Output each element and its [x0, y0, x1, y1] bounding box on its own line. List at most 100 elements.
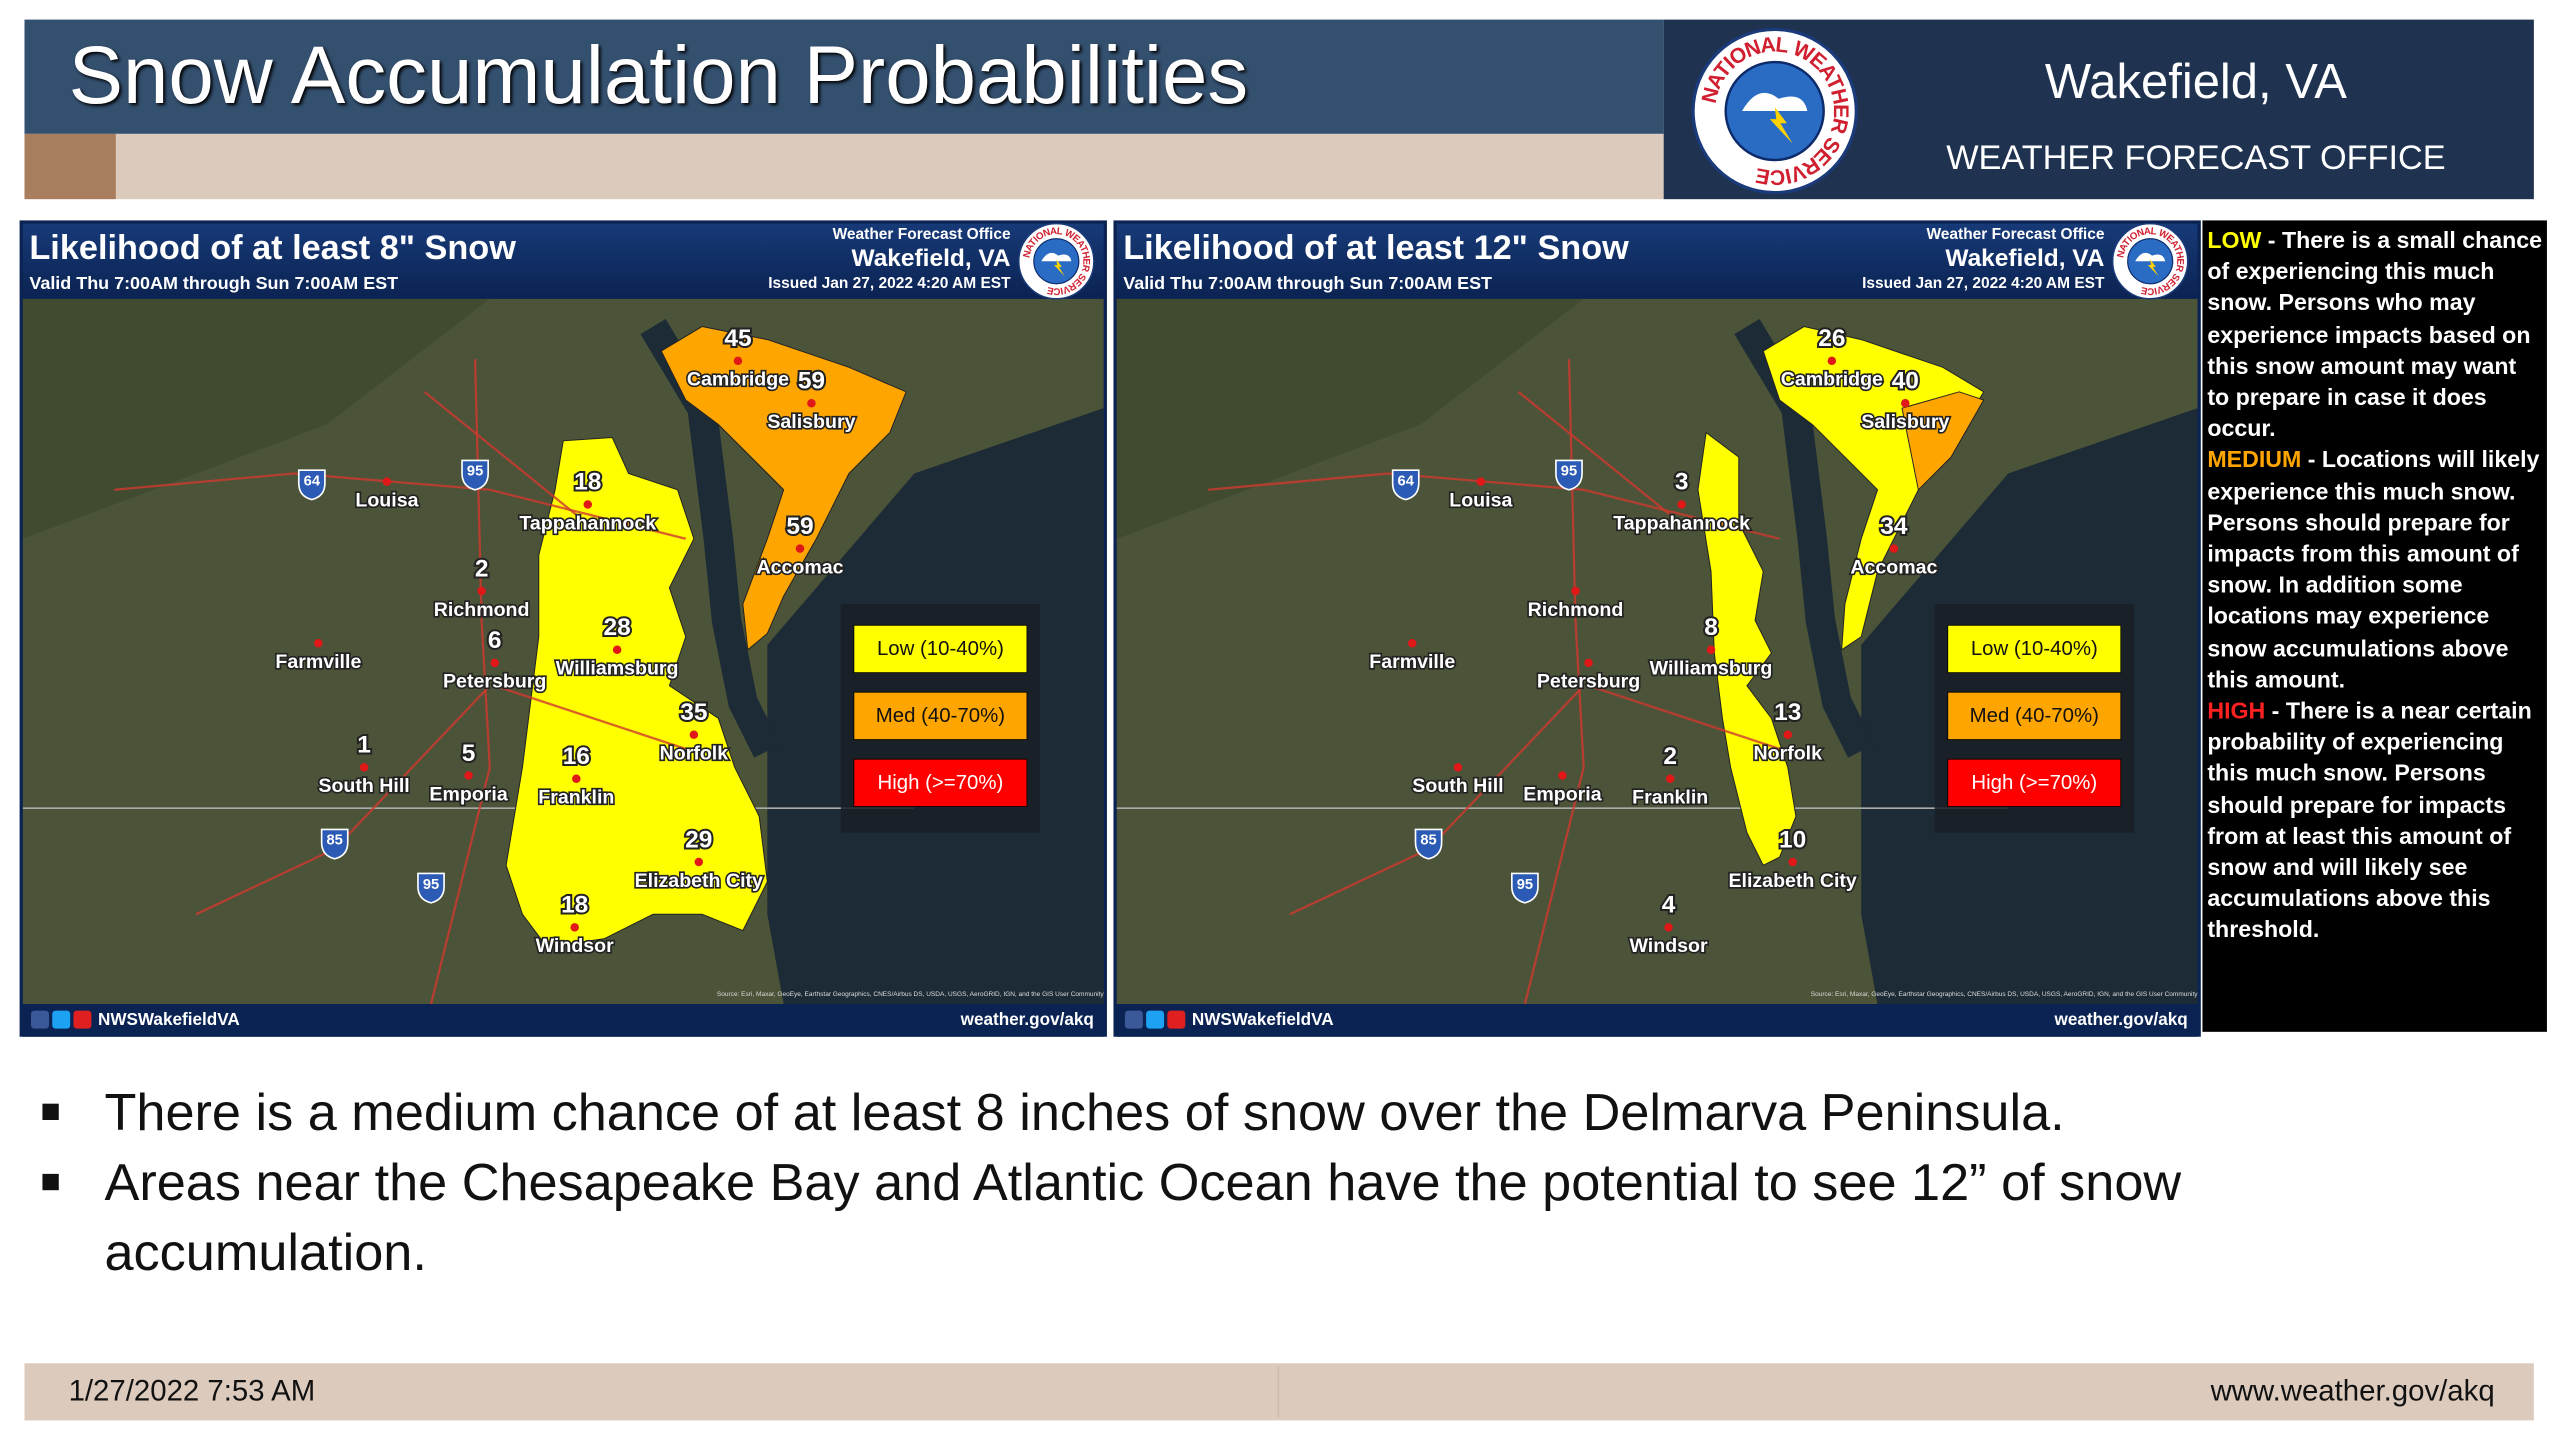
office-name: Wakefield, VA [2045, 55, 2347, 109]
map-url: weather.gov/akq [2054, 1009, 2188, 1029]
social-icon [1146, 1010, 1165, 1029]
social-handle: NWSWakefieldVA [1192, 1009, 1334, 1029]
city-name: Williamsburg [556, 658, 679, 680]
social-icon [1167, 1010, 1186, 1029]
probability-area [1697, 431, 1797, 866]
city-name: Franklin [538, 787, 614, 809]
social-icon [31, 1010, 49, 1029]
probability-value: 5 [462, 740, 476, 767]
city-name: Williamsburg [1650, 658, 1773, 680]
map-valid: Valid Thu 7:00AM through Sun 7:00AM EST [29, 273, 398, 293]
city-dot [382, 477, 392, 486]
level-text: - There is a small chance of experiencin… [2207, 228, 2543, 443]
city-name: Emporia [1523, 783, 1602, 805]
level-label: HIGH [2207, 698, 2266, 725]
map-office: Wakefield, VA [1945, 245, 2104, 272]
city-name: Tappahannock [519, 512, 656, 534]
city-dot [572, 774, 581, 784]
map-issued: Issued Jan 27, 2022 4:20 AM EST [1862, 275, 2105, 292]
city-name: Cambridge [1781, 369, 1883, 391]
legend-label: High (>=70%) [1971, 772, 2097, 794]
header-strip [115, 133, 1664, 200]
level-label: LOW [2207, 228, 2262, 255]
city-dot [477, 586, 486, 596]
terrain-patch [22, 298, 490, 539]
interstate [1517, 390, 1683, 525]
city-name: Tappahannock [1613, 512, 1750, 534]
shield-label: 85 [327, 833, 343, 849]
city-dot [807, 399, 816, 408]
city-name: South Hill [318, 775, 409, 797]
shield [1414, 828, 1443, 860]
city-name: Petersburg [1537, 671, 1640, 693]
city-dot [1558, 771, 1567, 780]
legend-box [1947, 691, 2122, 740]
footer-url: www.weather.gov/akq [2210, 1374, 2495, 1407]
sidebar-item: LOW - There is a small chance of experie… [2207, 227, 2542, 446]
shield-label: 64 [1398, 474, 1415, 490]
probability-value: 40 [1892, 368, 1919, 395]
shield-label: 85 [1420, 833, 1436, 849]
bullet: Areas near the Chesapeake Bay and Atlant… [36, 1148, 2256, 1288]
city-dot [1453, 763, 1463, 772]
shield [1391, 469, 1420, 501]
probability-value: 2 [1663, 743, 1677, 770]
map-panel: Likelihood of at least 8" Snow Valid Thu … [19, 220, 1107, 1037]
city-name: Windsor [536, 935, 615, 957]
probability-area [505, 437, 768, 948]
city-dot [1889, 544, 1899, 553]
social-icon [52, 1010, 71, 1029]
level-text: - There is a near certain probability of… [2207, 698, 2532, 945]
city-name: Richmond [434, 599, 530, 621]
shield-label: 95 [1517, 877, 1533, 893]
shield-label: 95 [467, 464, 483, 480]
probability-value: 35 [680, 699, 707, 726]
slide-title: Snow Accumulation Probabilities [69, 30, 1249, 121]
office-label: Weather Forecast Office [1926, 226, 2104, 243]
social-icon [73, 1010, 92, 1029]
city-name: Norfolk [1753, 742, 1822, 764]
city-name: Cambridge [687, 369, 789, 391]
map-source: Source: Esri, Maxar, GeoEye, Earthstar G… [1811, 991, 2198, 998]
sidebar: LOW - There is a small chance of experie… [2207, 227, 2542, 948]
logo-bolt [2147, 259, 2159, 277]
sidebar-item: HIGH - There is a near certain probabili… [2207, 697, 2542, 948]
sidebar-item: MEDIUM - Locations will likely experienc… [2207, 446, 2542, 697]
legend-label: High (>=70%) [878, 772, 1004, 794]
bottom-bar [1116, 1004, 2198, 1037]
city-dot [1584, 658, 1593, 668]
probability-value: 16 [563, 743, 590, 770]
interstate [1208, 472, 1780, 540]
city-name: Salisbury [1861, 411, 1949, 433]
shield [1511, 872, 1539, 904]
city-name: Franklin [1632, 787, 1708, 809]
map-url: weather.gov/akq [960, 1009, 1094, 1029]
city-name: Elizabeth City [635, 870, 763, 892]
logo-bolt [1054, 259, 1065, 277]
city-name: South Hill [1412, 775, 1503, 797]
city-name: Petersburg [443, 671, 546, 693]
title-bar [1116, 223, 2198, 299]
city-dot [1827, 356, 1837, 366]
probability-value: 8 [1704, 614, 1718, 641]
map-valid: Valid Thu 7:00AM through Sun 7:00AM EST [1123, 273, 1492, 293]
legend-box [853, 624, 1028, 674]
probability-value: 2 [475, 555, 489, 582]
shield-label: 95 [423, 877, 439, 893]
legend-box [1947, 624, 2122, 674]
city-dot [612, 645, 622, 655]
shield-label: 95 [1561, 464, 1577, 480]
social-handle: NWSWakefieldVA [98, 1009, 240, 1029]
office-label: Weather Forecast Office [833, 226, 1011, 243]
map-issued: Issued Jan 27, 2022 4:20 AM EST [768, 275, 1011, 292]
city-name: Accomac [1850, 556, 1937, 578]
probability-area [1901, 391, 1985, 491]
legend-box [1947, 758, 2122, 807]
map-title: Likelihood of at least 12" Snow [1123, 229, 1629, 267]
probability-value: 10 [1779, 826, 1806, 853]
probability-value: 59 [798, 368, 825, 395]
city-dot [1706, 645, 1716, 655]
interstate [1523, 359, 1585, 1005]
bullet-list: There is a medium chance of at least 8 i… [36, 1078, 2256, 1289]
